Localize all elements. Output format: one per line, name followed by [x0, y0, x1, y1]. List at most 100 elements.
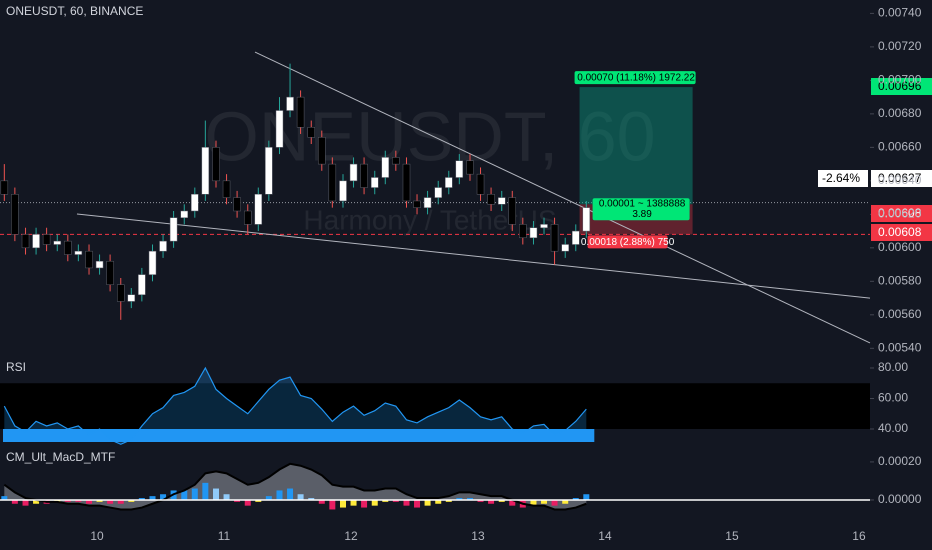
histogram-bar [191, 488, 198, 500]
x-tick-label: 14 [598, 529, 612, 543]
tag-box [871, 205, 932, 222]
histogram-bar [64, 499, 71, 502]
candle-body [53, 240, 62, 245]
candle-body [85, 250, 93, 269]
histogram-bar [244, 499, 251, 506]
x-tick-label: 10 [90, 529, 104, 543]
histogram-bar [509, 499, 516, 506]
histogram-bar [572, 498, 579, 500]
target-label: 0.00070 (11.18%) 1972.22 [577, 73, 695, 84]
candle-body [233, 197, 241, 212]
histogram-bar [339, 499, 346, 508]
histogram-bar [424, 499, 431, 506]
price-tags: 0.00696 -2.64% 0.00627 0.00608 0.00608 [818, 78, 932, 241]
price-tag: -2.64% [822, 171, 860, 185]
histogram-bar [22, 499, 29, 506]
y-tick-label: 0.00000 [878, 492, 922, 506]
candle-body [159, 240, 167, 252]
histogram-bar [223, 494, 230, 500]
chart-title: ONEUSDT, 60, BINANCE [6, 4, 143, 18]
candle-body [540, 224, 548, 228]
candle-body [508, 197, 517, 225]
rsi-title: RSI [6, 360, 26, 374]
histogram-bar [287, 488, 294, 500]
x-tick-label: 16 [852, 529, 866, 543]
candle-body [519, 224, 527, 239]
histogram-bar [551, 499, 558, 506]
histogram-bar [445, 499, 452, 502]
histogram-bar [297, 494, 304, 500]
histogram-bar [234, 499, 241, 502]
candle-body [349, 163, 358, 182]
histogram-bar [276, 490, 283, 500]
candle-body [0, 180, 9, 195]
histogram-bar [583, 494, 590, 500]
histogram-bar [382, 499, 389, 502]
macd-title: CM_Ult_MacD_MTF [6, 450, 115, 464]
candle-body [106, 260, 114, 285]
y-tick-label: 0.00020 [878, 454, 922, 468]
candle-body [254, 193, 263, 225]
candle-body [445, 177, 453, 188]
histogram-bar [213, 488, 220, 500]
histogram-bar [255, 499, 262, 502]
candle-body [138, 274, 146, 295]
label-box [574, 71, 696, 85]
candle-body [74, 250, 83, 255]
histogram-bar [318, 499, 325, 504]
histogram-bar [350, 499, 357, 506]
price-tag: 0.00696 [878, 79, 922, 93]
target-zone [579, 87, 693, 205]
histogram-bar [181, 490, 188, 500]
histogram-bar [466, 498, 473, 500]
y-tick-label: 0.00700 [878, 73, 922, 87]
trend-line [254, 51, 871, 344]
histogram-bar [562, 499, 569, 504]
candle-body [64, 240, 72, 255]
histogram-bar [86, 499, 93, 504]
tag-box [871, 224, 932, 241]
histogram-bar [392, 499, 399, 502]
candle-body [286, 96, 294, 111]
histogram-bar [202, 482, 209, 500]
candle-body [244, 210, 252, 225]
candle-body [360, 163, 368, 188]
histogram-bar [138, 498, 145, 500]
tag-box [818, 170, 868, 187]
candle-body [212, 147, 220, 182]
histogram-bar [33, 499, 40, 504]
histogram-bar [488, 499, 495, 504]
x-tick-label: 13 [471, 529, 485, 543]
y-tick-label: 80.00 [878, 360, 908, 374]
label-box [592, 198, 690, 221]
histogram-bar [414, 499, 421, 508]
histogram-bar [498, 499, 505, 502]
candle-body [370, 177, 379, 188]
candle-body [423, 197, 432, 208]
histogram-bar [308, 498, 315, 500]
candle-body [561, 244, 569, 252]
watermark-sub: Harmony / TetherUS [303, 204, 556, 235]
candle-body [434, 187, 442, 198]
histogram-bar [117, 499, 124, 504]
candle-body [21, 234, 30, 249]
histogram-bar [456, 498, 463, 500]
histogram-bar [329, 499, 336, 510]
histogram-bar [96, 499, 103, 502]
candle-body [127, 294, 136, 302]
candle-body [275, 110, 284, 148]
histogram-bar [107, 499, 114, 504]
candle-body [328, 163, 337, 202]
candle-body [476, 173, 485, 195]
candle-body [413, 200, 421, 208]
candle-body [339, 180, 347, 202]
histogram-bar [477, 499, 484, 502]
rsi-low-zone [3, 429, 595, 442]
y-tick-label: 0.00600 [878, 240, 922, 254]
x-tick-label: 15 [725, 529, 739, 543]
histogram-bar [265, 496, 272, 500]
rsi-band [0, 383, 870, 429]
stop-label: 0.00018 (2.88%) 750 [581, 237, 675, 248]
y-tick-label: 0.00720 [878, 39, 922, 53]
